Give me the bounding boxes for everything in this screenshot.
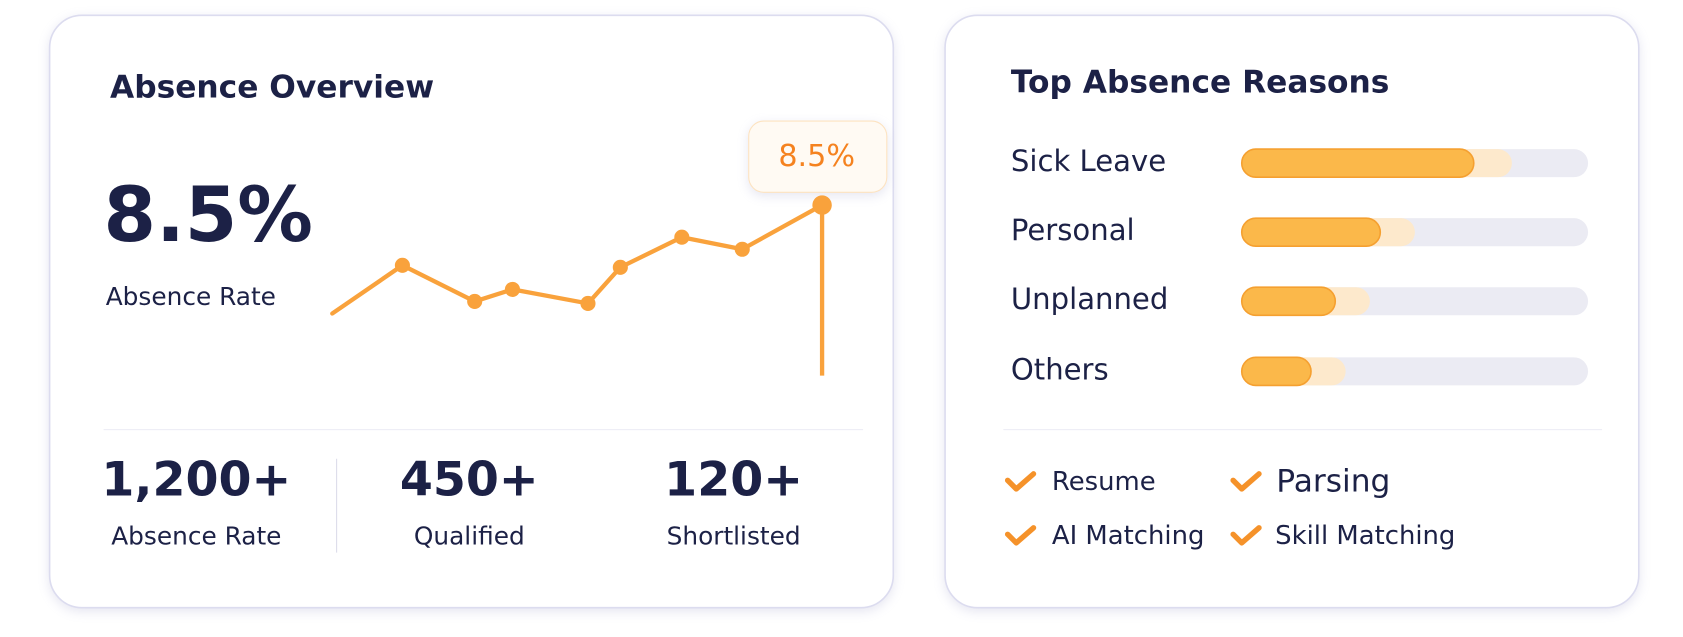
trend-point xyxy=(467,293,483,309)
stat-value: 120+ xyxy=(664,452,803,507)
overview-card xyxy=(48,14,895,609)
tag-label: AI Matching xyxy=(1052,521,1205,551)
tag-label: Parsing xyxy=(1276,463,1390,499)
check-icon xyxy=(1230,525,1262,546)
check-icon xyxy=(1004,471,1037,492)
check-icon xyxy=(1004,525,1037,546)
trend-point xyxy=(812,195,832,215)
card-title: Top Absence Reasons xyxy=(1011,64,1390,100)
rate-label: Absence Rate xyxy=(106,282,276,311)
trend-point xyxy=(580,295,596,311)
stat-value: 1,200+ xyxy=(101,452,291,507)
tooltip xyxy=(748,120,888,193)
stat-label: Shortlisted xyxy=(667,522,801,551)
tooltip-value: 8.5% xyxy=(778,139,855,174)
reason-label: Personal xyxy=(1011,213,1135,247)
stat-label: Absence Rate xyxy=(111,522,281,551)
trend-point xyxy=(504,281,521,297)
tag-label: Resume xyxy=(1052,467,1156,497)
bar-fill xyxy=(1240,286,1337,317)
tag-label: Skill Matching xyxy=(1275,521,1455,551)
trend-point xyxy=(612,259,628,275)
reason-label: Sick Leave xyxy=(1011,144,1166,178)
bar-fill xyxy=(1240,356,1312,387)
stat-value: 450+ xyxy=(400,452,539,507)
trend-point xyxy=(734,241,750,257)
card-title: Absence Overview xyxy=(110,70,434,106)
rate-value: 8.5% xyxy=(104,171,313,259)
stat-label: Qualified xyxy=(414,522,525,551)
trend-point xyxy=(394,257,410,273)
reason-label: Others xyxy=(1011,352,1109,386)
check-icon xyxy=(1230,471,1262,492)
bar-fill xyxy=(1240,148,1475,178)
trend-point xyxy=(674,229,690,245)
reason-label: Unplanned xyxy=(1011,282,1168,316)
bar-fill xyxy=(1240,217,1382,248)
